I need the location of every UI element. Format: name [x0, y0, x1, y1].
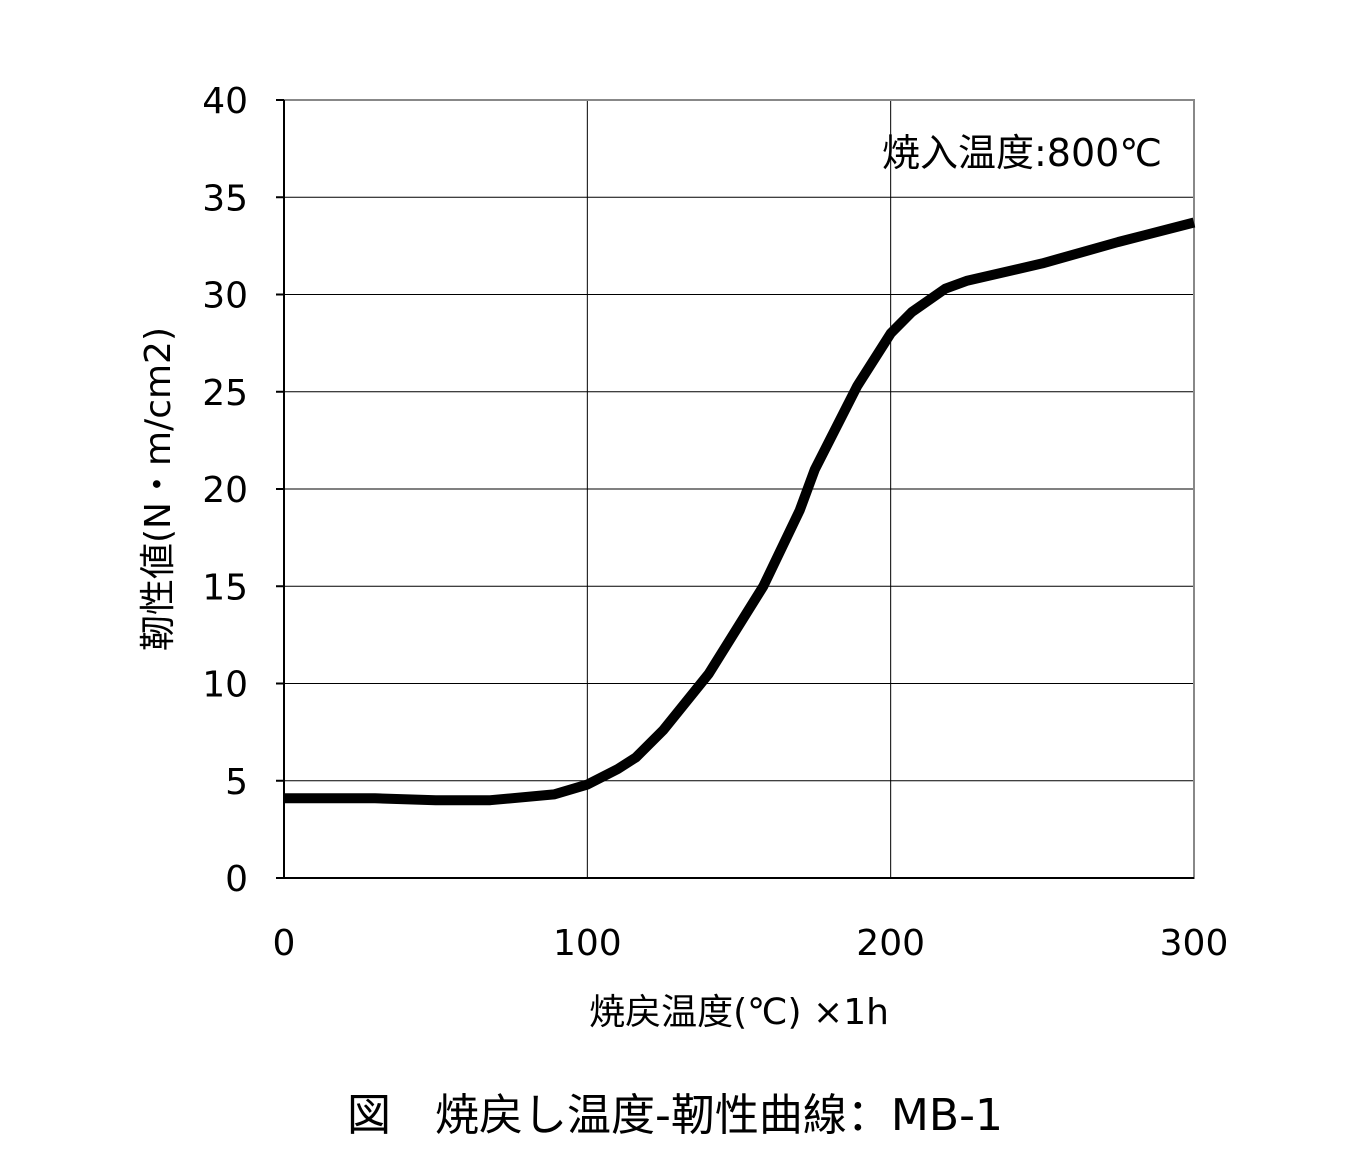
- y-tick-label-40: 40: [202, 81, 248, 122]
- x-tick-label-0: 0: [273, 923, 296, 964]
- x-tick-label-200: 200: [856, 923, 925, 964]
- y-tick-label-35: 35: [202, 178, 248, 219]
- grid: [284, 100, 1194, 878]
- x-axis-label: 焼戻温度(℃) ×1h: [589, 992, 889, 1033]
- y-tick-label-0: 0: [225, 859, 248, 900]
- axes: [276, 99, 1194, 879]
- y-tick-label-15: 15: [202, 567, 248, 608]
- series-line-0: [284, 217, 1196, 806]
- series-layer: [284, 217, 1196, 806]
- y-tick-label-10: 10: [202, 665, 248, 706]
- y-tick-label-5: 5: [225, 762, 248, 803]
- annotation-quench-temperature: 焼入温度:800℃: [882, 131, 1162, 175]
- y-axis-label: 靭性値(N・m/cm2): [138, 327, 179, 651]
- y-tick-label-25: 25: [202, 373, 248, 414]
- x-tick-label-100: 100: [553, 923, 622, 964]
- y-tick-label-20: 20: [202, 470, 248, 511]
- tick-labels: 0 5 10 15 20 25 30 35 40 0 100 200 300: [202, 81, 1228, 964]
- y-tick-label-30: 30: [202, 276, 248, 317]
- figure-caption: 図 焼戻し温度-靭性曲線：MB-1: [347, 1090, 1003, 1141]
- x-tick-label-300: 300: [1160, 923, 1229, 964]
